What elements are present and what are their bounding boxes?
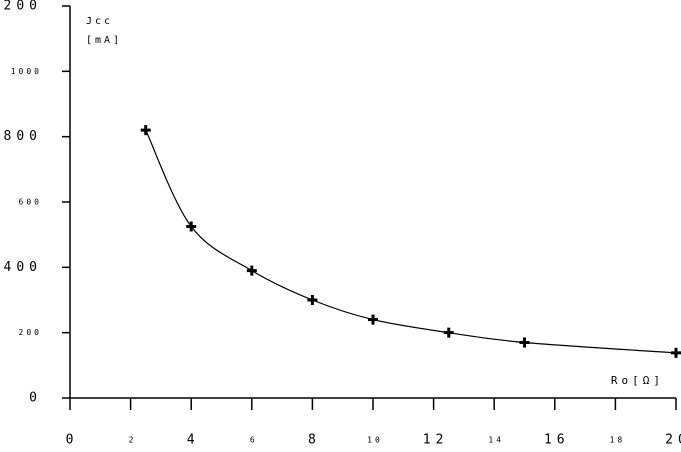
plus-marker — [368, 314, 378, 325]
x-tick-label: 16 — [544, 433, 570, 448]
y-tick-label: 800 — [4, 129, 42, 144]
x-tick-label: 6 — [250, 436, 258, 445]
x-tick-label: 18 — [610, 436, 626, 445]
x-tick-label: 4 — [187, 433, 200, 448]
x-tick-label: 20 — [665, 433, 681, 448]
plus-marker — [246, 265, 257, 276]
x-tick-label: 2 — [129, 436, 137, 445]
plus-marker — [140, 125, 151, 136]
y-axis-label: Jcc — [86, 16, 113, 27]
plus-marker — [671, 347, 681, 358]
y-tick-label: 400 — [4, 260, 42, 275]
y-tick-label: 0 — [29, 391, 42, 406]
plus-marker — [443, 327, 454, 338]
x-tick-label: 12 — [423, 433, 449, 448]
plus-marker — [186, 221, 197, 232]
y-tick-label: 200 — [19, 328, 42, 337]
fit-curve — [145, 129, 677, 354]
y-tick-label: 600 — [19, 198, 42, 207]
x-tick-label: 14 — [488, 436, 504, 445]
x-axis-label: Ro[Ω] — [611, 374, 664, 387]
y-tick-label: 1200 — [0, 0, 42, 14]
x-tick-label: 8 — [308, 433, 321, 448]
x-tick-label: 10 — [367, 436, 383, 445]
x-tick-label: 0 — [66, 433, 79, 448]
y-tick-label: 1000 — [11, 67, 42, 76]
y-axis-label: [mA] — [86, 35, 122, 46]
plus-marker — [307, 295, 318, 305]
plus-marker — [519, 337, 530, 348]
